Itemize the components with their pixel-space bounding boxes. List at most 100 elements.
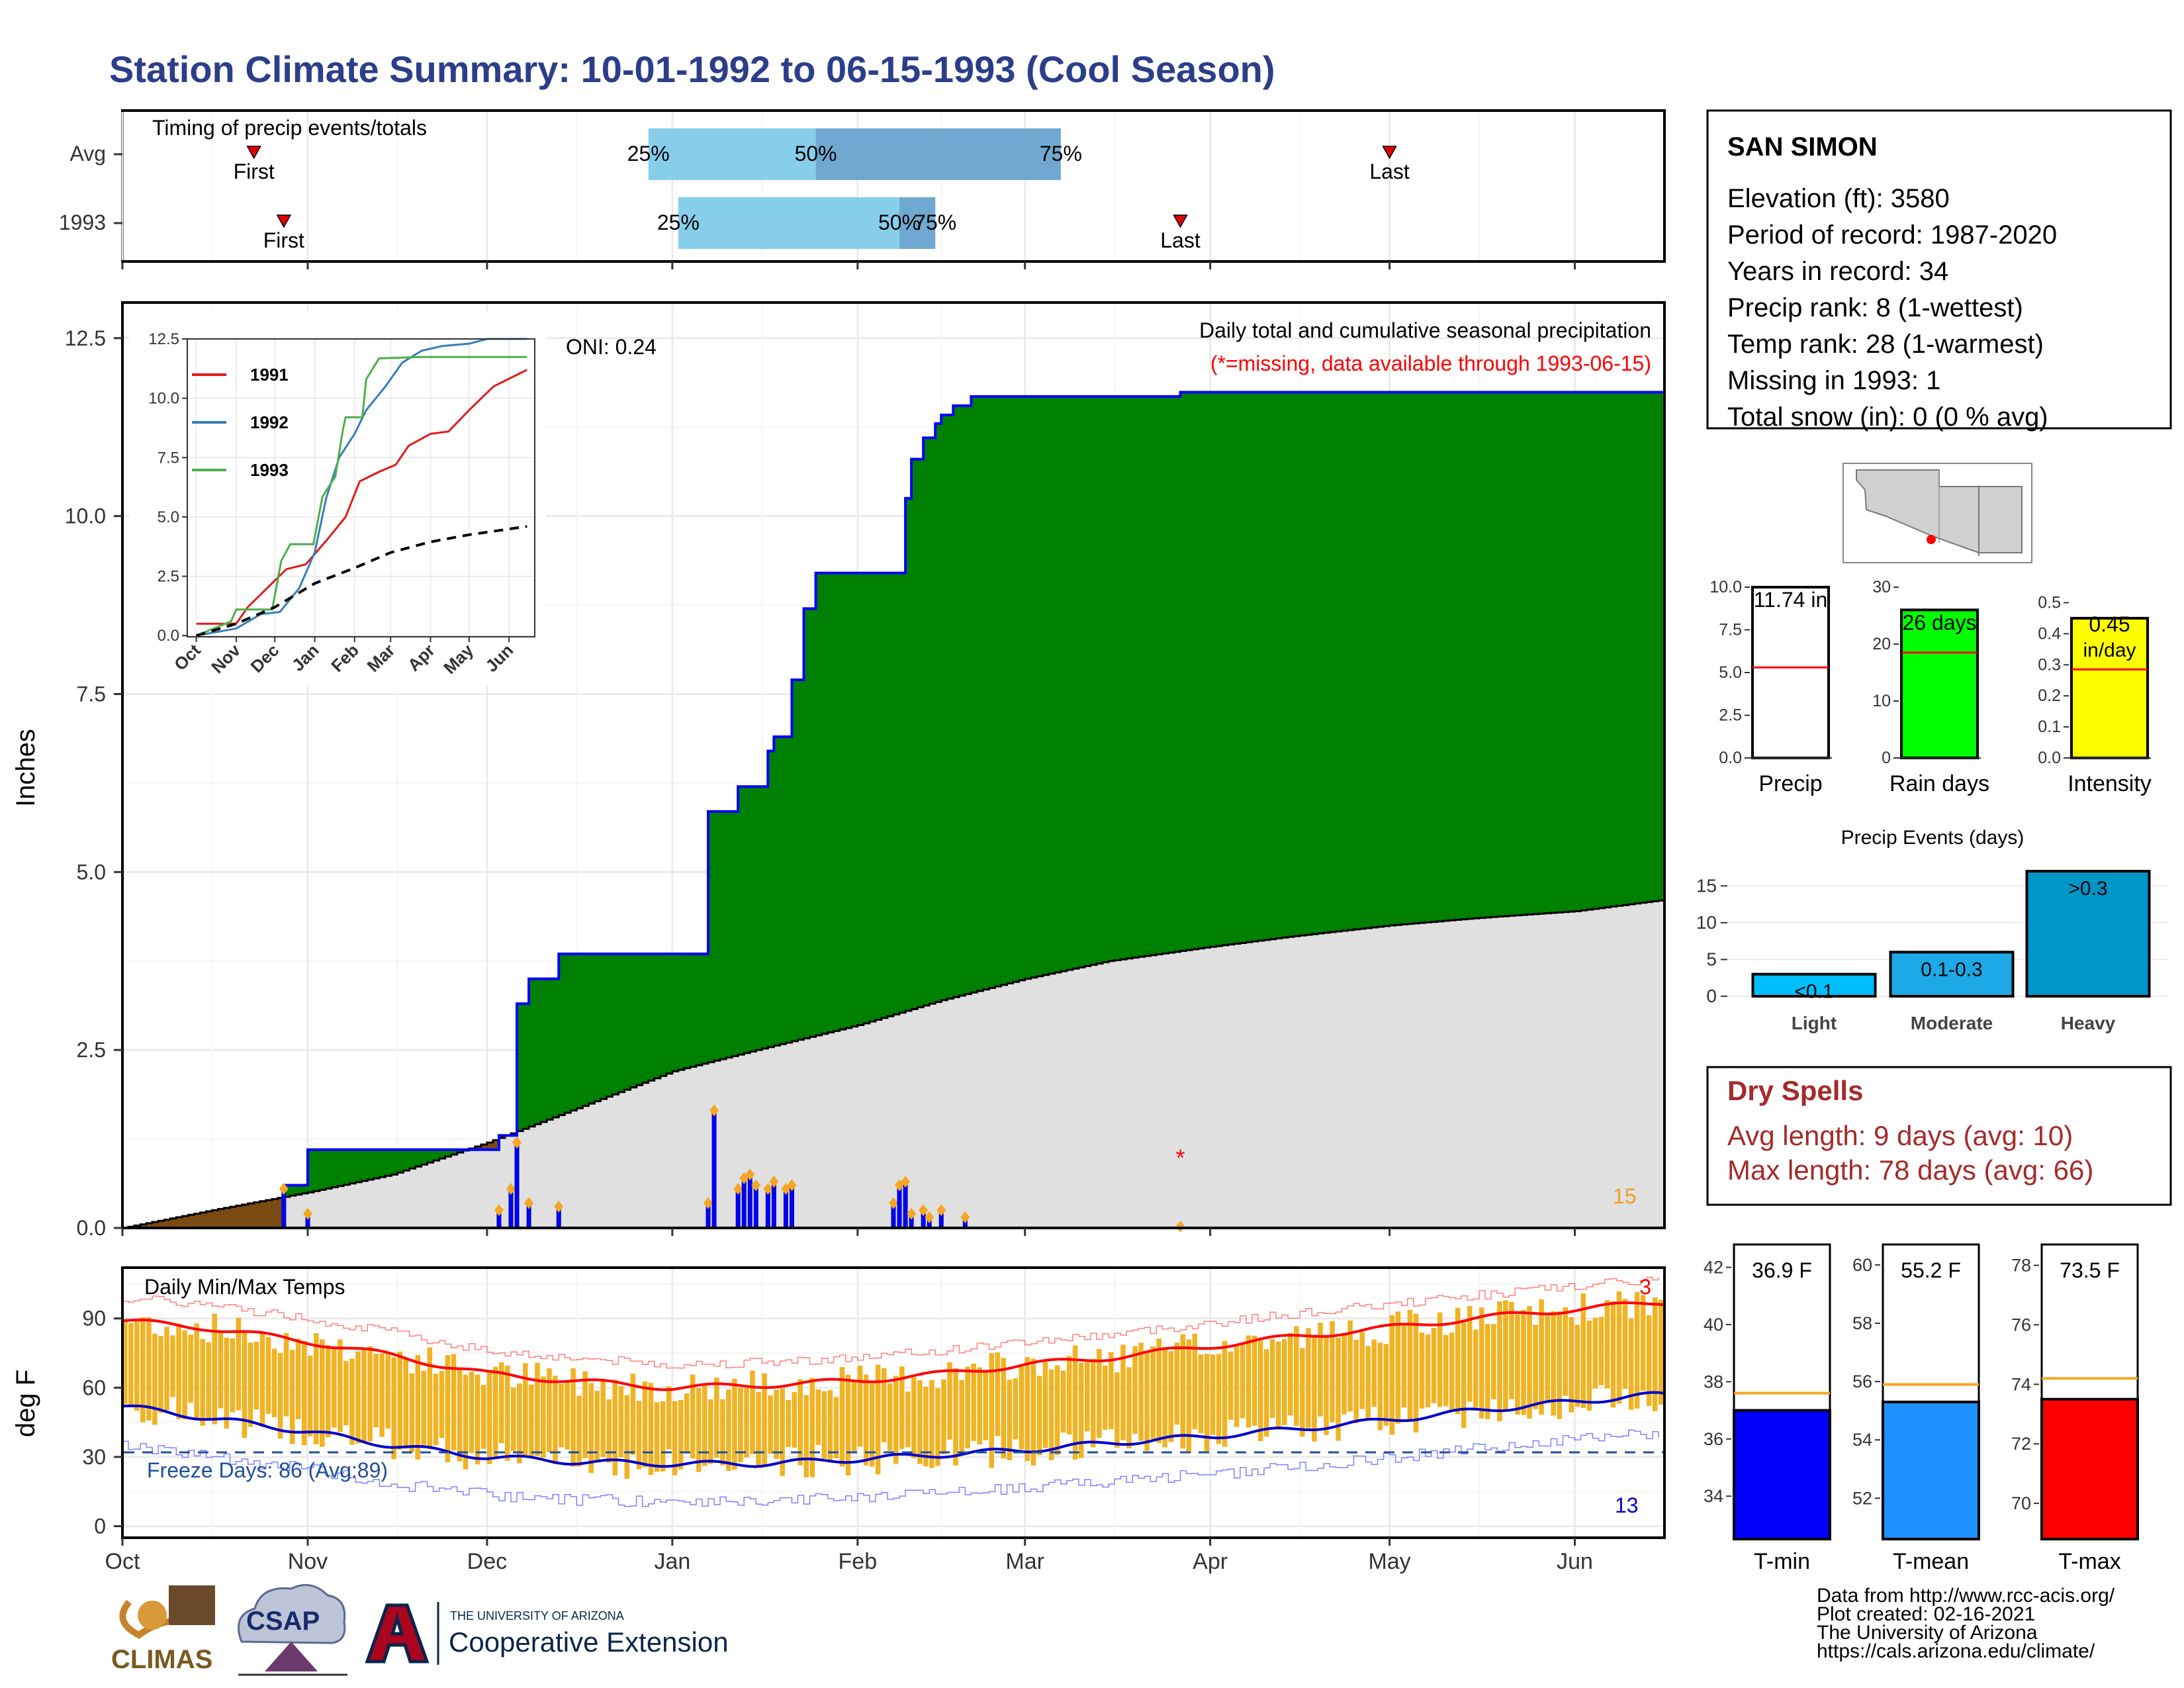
daily-temp-bar <box>1162 1347 1167 1448</box>
above-average-area <box>1234 392 1241 944</box>
daily-temp-bar <box>714 1377 719 1458</box>
t-mean-y-tick-label: 56 <box>1852 1372 1872 1391</box>
above-average-area <box>553 978 559 1117</box>
above-average-area <box>1383 392 1390 926</box>
daily-temp-bar <box>857 1366 863 1447</box>
daily-temp-bar <box>875 1364 881 1475</box>
daily-temp-bar <box>242 1331 248 1438</box>
x-tick-label: Nov <box>288 1549 328 1574</box>
daily-temp-bar <box>690 1374 696 1459</box>
y-tick-label: 10.0 <box>65 504 106 528</box>
above-average-area <box>379 1149 386 1178</box>
event-bar-moderate <box>1889 951 2015 998</box>
above-average-area <box>1634 392 1641 904</box>
below-average-area <box>164 1219 171 1228</box>
above-average-area <box>1251 392 1259 942</box>
t-min-y-tick-label: 36 <box>1704 1429 1723 1449</box>
daily-temp-bar <box>893 1376 899 1464</box>
timing-marker-label-avg-first: First <box>234 160 275 183</box>
precip-panel: * 0.0 2.5 5.0 7.5 10.0 12.5 Inches Daily tota… <box>11 301 1666 1240</box>
precip-ylabel: Inches <box>11 729 40 807</box>
below-average-area <box>200 1212 207 1228</box>
above-average-area <box>672 953 679 1072</box>
above-average-area <box>923 438 930 1006</box>
daily-temp-bar <box>941 1379 946 1454</box>
daily-temp-bar <box>881 1368 887 1442</box>
y-tick-label: 0.0 <box>77 1216 106 1240</box>
above-average-area <box>349 1149 356 1184</box>
above-average-area <box>1640 392 1647 903</box>
inset-y-tick-label: 5.0 <box>158 508 179 526</box>
daily-precip-bar <box>789 1184 794 1229</box>
daily-temp-bar <box>905 1391 911 1448</box>
daily-temp-bar <box>1347 1320 1353 1412</box>
daily-temp-bar <box>1174 1342 1179 1425</box>
daily-temp-bar <box>1030 1358 1036 1466</box>
timing-title: Timing of precip events/totals <box>152 116 427 140</box>
ua-logo-big-text: Cooperative Extension <box>449 1626 729 1658</box>
above-average-area <box>762 786 768 1049</box>
above-average-area <box>905 498 912 1011</box>
daily-temp-bar <box>959 1380 964 1454</box>
daily-temp-bar <box>1431 1328 1437 1403</box>
inset-y-tick-label: 2.5 <box>158 568 179 586</box>
daily-temp-bar <box>1186 1339 1192 1454</box>
rain-days-y-tick-label: 30 <box>1872 578 1891 596</box>
below-average-area <box>206 1211 213 1228</box>
observed-cumulative-line <box>122 391 1664 1229</box>
daily-temp-bar <box>1330 1321 1335 1423</box>
above-average-area <box>1024 396 1032 979</box>
daily-temp-bar <box>415 1354 421 1460</box>
daily-precip-bar <box>753 1184 758 1229</box>
daily-precip-marker <box>494 1204 504 1217</box>
daily-temp-bar <box>1013 1378 1019 1440</box>
daily-precip-bar <box>897 1184 902 1229</box>
daily-temp-bar <box>176 1323 181 1419</box>
daily-temp-bar <box>1563 1307 1569 1396</box>
above-average-area <box>989 396 996 988</box>
above-average-area <box>385 1149 392 1176</box>
above-average-area <box>1616 392 1623 906</box>
t-mean-label: T-mean <box>1893 1549 1969 1574</box>
above-average-area <box>1324 392 1330 933</box>
ua-logo-a <box>365 1603 430 1664</box>
above-average-area <box>433 1149 440 1161</box>
above-average-area <box>780 736 787 1045</box>
page-title: Station Climate Summary: 10-01-1992 to 0… <box>109 48 1275 90</box>
daily-precip-marker <box>889 1197 898 1209</box>
daily-temp-bar <box>343 1361 349 1425</box>
x-tick-label: Jan <box>654 1549 690 1574</box>
daily-temp-bar <box>1401 1325 1407 1408</box>
above-average-area <box>612 953 619 1095</box>
above-average-area <box>827 573 835 1033</box>
precip-frame <box>121 301 1666 1229</box>
rain-days-label: Rain days <box>1889 771 1989 796</box>
inset-y-tick-label: 7.5 <box>158 449 179 467</box>
above-average-area <box>1604 392 1612 908</box>
daily-temp-bar <box>403 1357 408 1449</box>
event-bar-light <box>1751 972 1877 998</box>
below-average-area <box>194 1213 201 1228</box>
above-average-area <box>541 978 547 1122</box>
above-average-area <box>1030 396 1038 978</box>
above-average-area <box>559 953 565 1115</box>
daily-temp-bar <box>1312 1337 1317 1442</box>
below-average-area <box>140 1224 147 1228</box>
precip-value-label: 11.74 in <box>1754 588 1828 612</box>
daily-temp-bar <box>1652 1297 1658 1411</box>
daily-temp-bar <box>1132 1346 1138 1434</box>
daily-temp-bar <box>523 1363 528 1456</box>
above-average-area <box>1257 392 1265 941</box>
precip-y-tick-label: 7.5 <box>1719 621 1742 639</box>
daily-temp-bar <box>283 1333 289 1417</box>
daily-temp-bar <box>427 1347 433 1450</box>
daily-temp-bar <box>134 1319 140 1411</box>
daily-temp-bar <box>1467 1305 1473 1402</box>
daily-temp-bar <box>977 1367 982 1445</box>
daily-temp-bar <box>1084 1362 1090 1432</box>
station-location-dot <box>1927 535 1936 544</box>
t-min-y-tick-label: 38 <box>1704 1372 1723 1391</box>
daily-temp-bar <box>899 1366 905 1449</box>
y-tick-label: 90 <box>82 1307 106 1331</box>
above-average-area <box>1091 396 1097 965</box>
